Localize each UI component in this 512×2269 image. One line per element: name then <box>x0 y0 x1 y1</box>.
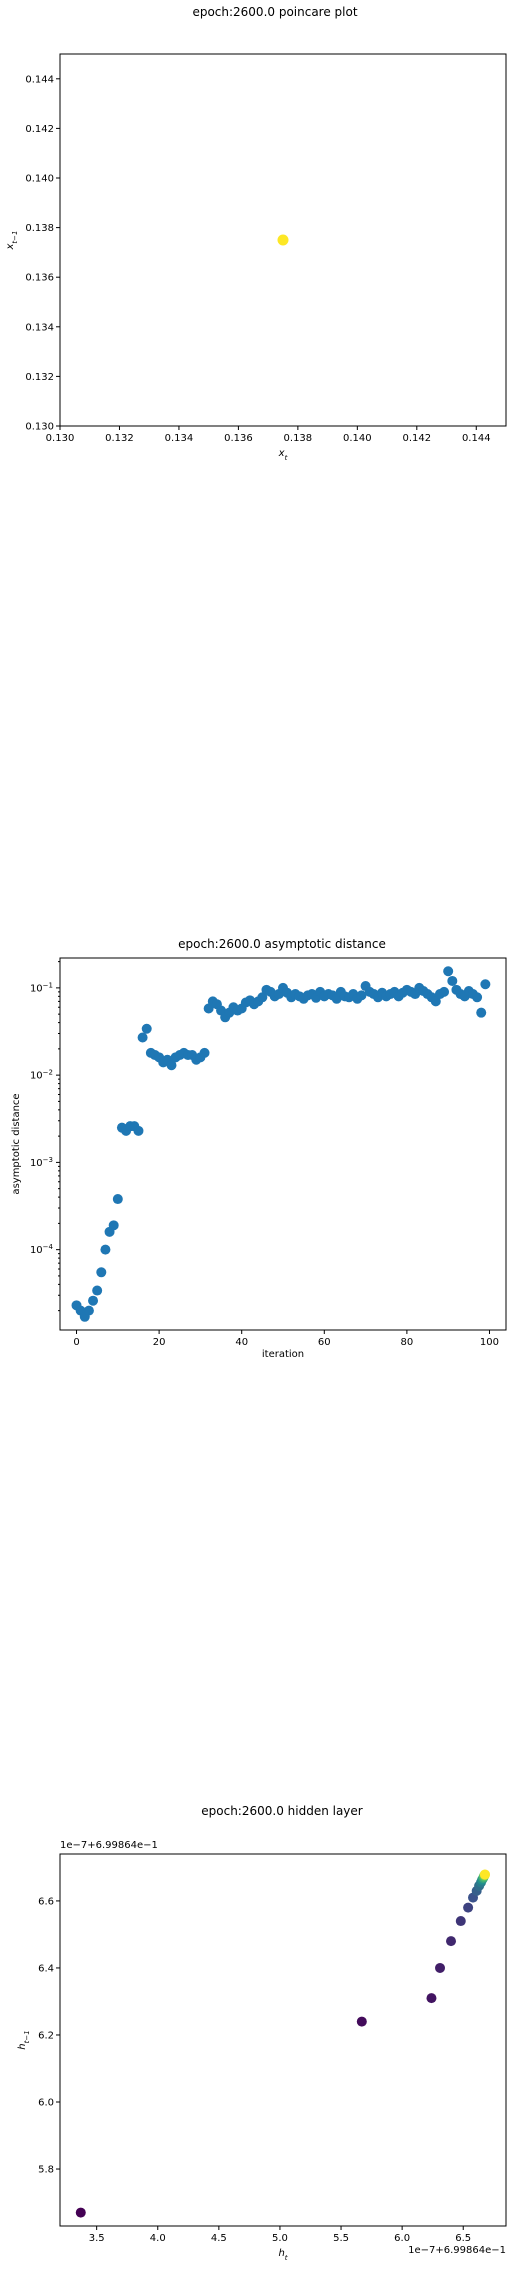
poincare-x-tick-label: 0.144 <box>462 433 491 444</box>
asymptotic-point <box>199 1047 210 1058</box>
asymptotic-point <box>476 1007 487 1018</box>
hidden-points <box>75 1869 490 2218</box>
poincare-chart: epoch:2600.0 poincare plot 0.130 0.132 0.1… <box>5 5 507 462</box>
hidden-y-tick-label: 6.4 <box>38 1963 54 1974</box>
asymptotic-point <box>112 1194 123 1205</box>
hidden-x-label: ht <box>278 2248 287 2262</box>
poincare-y-tick-label: 0.136 <box>25 273 54 284</box>
asymptotic-x-tick-label: 60 <box>318 1337 331 1348</box>
poincare-y-tick-label: 0.134 <box>25 322 54 333</box>
poincare-title: epoch:2600.0 poincare plot <box>192 5 357 19</box>
hidden-plot-frame <box>59 1853 507 2227</box>
hidden-y-tick-label: 6.6 <box>38 1896 54 1907</box>
poincare-x-tick-label: 0.132 <box>105 433 134 444</box>
asymptotic-point <box>356 990 367 1001</box>
asymptotic-point <box>166 1060 177 1071</box>
hidden-y-tick-label: 5.8 <box>38 2165 54 2176</box>
asymptotic-y-tick-label: 10−3 <box>30 1156 53 1169</box>
hidden-x-offset-text: 1e−7+6.99864e−1 <box>408 2245 506 2256</box>
asymptotic-x-tick-label: 40 <box>235 1337 248 1348</box>
poincare-y-ticks: 0.130 0.132 0.134 0.136 0.138 0.140 0.142 0.144 <box>25 74 60 433</box>
hidden-point <box>479 1869 490 1880</box>
poincare-x-tick-label: 0.130 <box>46 433 75 444</box>
asymptotic-point <box>100 1244 111 1255</box>
hidden-x-tick-label: 5.5 <box>333 2233 349 2244</box>
poincare-x-tick-label: 0.136 <box>224 433 253 444</box>
hidden-x-ticks: 3.5 4.0 4.5 5.0 5.5 6.0 6.5 <box>89 2226 471 2244</box>
asymptotic-point <box>439 986 450 997</box>
poincare-x-label: xt <box>278 448 288 462</box>
hidden-x-tick-label: 5.0 <box>272 2233 288 2244</box>
hidden-point <box>426 1993 437 2004</box>
asymptotic-plot-frame <box>59 957 507 1331</box>
poincare-y-tick-label: 0.132 <box>25 372 54 383</box>
poincare-y-tick-label: 0.142 <box>25 124 54 135</box>
hidden-title: epoch:2600.0 hidden layer <box>201 1804 363 1818</box>
poincare-x-tick-label: 0.142 <box>402 433 431 444</box>
poincare-x-tick-label: 0.138 <box>284 433 313 444</box>
hidden-point <box>435 1962 446 1973</box>
hidden-x-tick-label: 3.5 <box>89 2233 105 2244</box>
hidden-y-tick-label: 6.2 <box>38 2030 54 2041</box>
hidden-y-ticks: 5.8 6.0 6.2 6.4 6.6 <box>38 1896 60 2176</box>
asymptotic-point <box>472 992 483 1003</box>
asymptotic-point <box>447 975 458 986</box>
hidden-y-offset-text: 1e−7+6.99864e−1 <box>60 1840 158 1851</box>
hidden-y-label: ht−1 <box>17 2030 31 2049</box>
poincare-points <box>277 234 289 246</box>
asymptotic-point <box>92 1285 103 1296</box>
asymptotic-x-tick-label: 80 <box>401 1337 414 1348</box>
asymptotic-point <box>137 1032 148 1043</box>
poincare-y-tick-label: 0.144 <box>25 74 54 85</box>
asymptotic-point <box>443 966 454 977</box>
hidden-point <box>455 1916 466 1927</box>
asymptotic-point <box>480 979 491 990</box>
poincare-plot-frame <box>59 53 507 427</box>
poincare-y-tick-label: 0.138 <box>25 223 54 234</box>
poincare-x-ticks: 0.130 0.132 0.134 0.136 0.138 0.140 0.142 0.144 <box>46 426 491 444</box>
asymptotic-point <box>133 1125 144 1136</box>
asymptotic-y-tick-label: 10−1 <box>30 981 53 994</box>
hidden-point <box>75 2207 86 2218</box>
hidden-x-tick-label: 4.5 <box>211 2233 227 2244</box>
hidden-layer-chart: epoch:2600.0 hidden layer 1e−7+6.99864e−… <box>17 1804 507 2262</box>
asymptotic-point <box>83 1305 94 1316</box>
asymptotic-point <box>141 1023 152 1034</box>
asymptotic-point <box>257 992 268 1003</box>
asymptotic-points <box>71 966 491 1322</box>
hidden-point <box>463 1902 474 1913</box>
asymptotic-x-tick-label: 0 <box>73 1337 79 1348</box>
asymptotic-y-label: asymptotic distance <box>11 1093 22 1194</box>
asymptotic-y-tick-label: 10−4 <box>30 1243 54 1256</box>
poincare-y-tick-label: 0.140 <box>25 174 54 185</box>
hidden-x-tick-label: 6.0 <box>394 2233 410 2244</box>
hidden-x-tick-label: 4.0 <box>150 2233 166 2244</box>
asymptotic-y-tick-label: 10−2 <box>30 1069 53 1082</box>
asymptotic-y-ticks: 10−4 10−3 10−2 10−1 <box>30 961 60 1312</box>
hidden-y-tick-label: 6.0 <box>38 2098 54 2109</box>
asymptotic-point <box>96 1267 107 1278</box>
hidden-point <box>356 2016 367 2027</box>
hidden-x-tick-label: 6.5 <box>455 2233 471 2244</box>
asymptotic-point <box>88 1295 99 1306</box>
asymptotic-point <box>108 1220 119 1231</box>
asymptotic-x-label: iteration <box>262 1349 304 1360</box>
asymptotic-title: epoch:2600.0 asymptotic distance <box>178 937 386 951</box>
asymptotic-point <box>430 996 441 1007</box>
poincare-y-label: xt−1 <box>5 231 19 251</box>
poincare-point <box>277 234 289 246</box>
hidden-point <box>446 1936 457 1947</box>
poincare-x-tick-label: 0.140 <box>343 433 372 444</box>
asymptotic-x-tick-label: 100 <box>480 1337 499 1348</box>
asymptotic-distance-chart: epoch:2600.0 asymptotic distance 0 20 40 60… <box>11 937 507 1360</box>
poincare-y-tick-label: 0.130 <box>25 422 54 433</box>
asymptotic-x-ticks: 0 20 40 60 80 100 <box>73 1330 499 1348</box>
asymptotic-x-tick-label: 20 <box>153 1337 166 1348</box>
poincare-x-tick-label: 0.134 <box>165 433 194 444</box>
